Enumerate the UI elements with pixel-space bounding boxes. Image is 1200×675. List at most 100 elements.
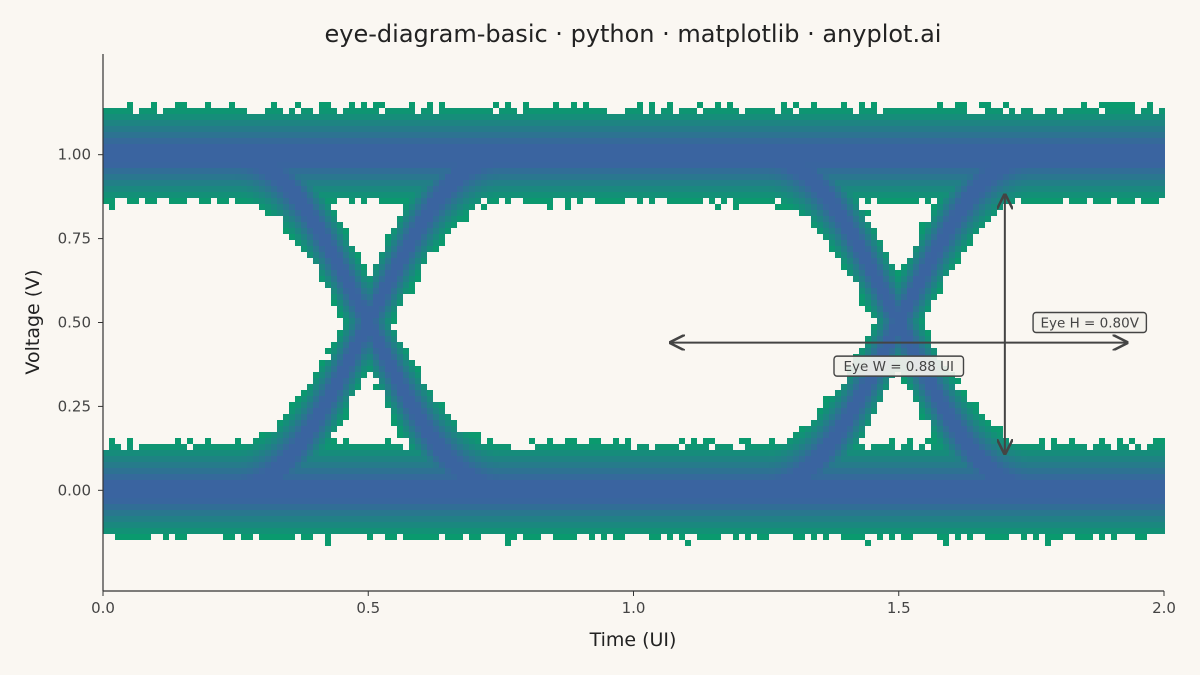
density-cell: [685, 468, 691, 474]
density-cell: [409, 456, 415, 462]
density-cell: [757, 462, 763, 468]
density-cell: [685, 498, 691, 504]
density-cell: [337, 234, 343, 240]
density-cell: [313, 204, 319, 210]
density-cell: [565, 468, 571, 474]
density-cell: [433, 168, 439, 174]
density-cell: [853, 234, 859, 240]
density-cell: [349, 528, 355, 534]
density-cell: [403, 522, 409, 528]
density-cell: [169, 444, 175, 450]
density-cell: [829, 174, 835, 180]
density-cell: [715, 456, 721, 462]
density-cell: [385, 246, 391, 252]
density-cell: [763, 468, 769, 474]
density-cell: [295, 234, 301, 240]
density-cell: [421, 408, 427, 414]
density-cell: [853, 174, 859, 180]
density-cell: [481, 444, 487, 450]
density-cell: [421, 396, 427, 402]
density-cell: [583, 114, 589, 120]
density-cell: [661, 168, 667, 174]
density-cell: [277, 156, 283, 162]
density-cell: [409, 366, 415, 372]
density-cell: [313, 474, 319, 480]
density-cell: [607, 498, 613, 504]
density-cell: [493, 474, 499, 480]
density-cell: [337, 480, 343, 486]
density-cell: [871, 456, 877, 462]
density-cell: [541, 108, 547, 114]
density-cell: [721, 162, 727, 168]
density-cell: [811, 132, 817, 138]
density-cell: [781, 192, 787, 198]
density-cell: [391, 420, 397, 426]
density-cell: [145, 486, 151, 492]
density-cell: [415, 216, 421, 222]
density-cell: [793, 102, 799, 108]
density-cell: [295, 156, 301, 162]
density-cell: [493, 450, 499, 456]
density-cell: [553, 450, 559, 456]
density-cell: [145, 132, 151, 138]
density-cell: [871, 234, 877, 240]
density-cell: [541, 510, 547, 516]
density-cell: [637, 150, 643, 156]
density-cell: [799, 486, 805, 492]
density-cell: [859, 132, 865, 138]
density-cell: [145, 522, 151, 528]
density-cell: [751, 522, 757, 528]
density-cell: [487, 474, 493, 480]
density-cell: [151, 186, 157, 192]
density-cell: [295, 414, 301, 420]
density-cell: [349, 504, 355, 510]
density-cell: [361, 516, 367, 522]
density-cell: [853, 426, 859, 432]
density-cell: [649, 486, 655, 492]
density-cell: [439, 468, 445, 474]
density-cell: [487, 138, 493, 144]
density-cell: [301, 450, 307, 456]
density-cell: [667, 144, 673, 150]
density-cell: [193, 150, 199, 156]
density-cell: [601, 516, 607, 522]
density-cell: [703, 492, 709, 498]
density-cell: [223, 492, 229, 498]
density-cell: [145, 126, 151, 132]
density-cell: [343, 240, 349, 246]
density-cell: [523, 162, 529, 168]
density-cell: [265, 504, 271, 510]
density-cell: [103, 174, 109, 180]
density-cell: [157, 138, 163, 144]
density-cell: [607, 474, 613, 480]
density-cell: [751, 156, 757, 162]
density-cell: [583, 120, 589, 126]
density-cell: [499, 468, 505, 474]
density-cell: [697, 522, 703, 528]
density-cell: [139, 132, 145, 138]
density-cell: [385, 438, 391, 444]
density-cell: [445, 486, 451, 492]
density-cell: [865, 222, 871, 228]
density-cell: [679, 522, 685, 528]
density-cell: [421, 468, 427, 474]
density-cell: [523, 504, 529, 510]
density-cell: [469, 126, 475, 132]
density-cell: [367, 342, 373, 348]
density-cell: [445, 114, 451, 120]
density-cell: [457, 462, 463, 468]
density-cell: [859, 252, 865, 258]
density-cell: [139, 510, 145, 516]
density-cell: [811, 450, 817, 456]
density-cell: [481, 510, 487, 516]
density-cell: [271, 468, 277, 474]
density-cell: [343, 486, 349, 492]
density-cell: [865, 420, 871, 426]
density-cell: [391, 318, 397, 324]
density-cell: [121, 498, 127, 504]
density-cell: [277, 534, 283, 540]
density-cell: [763, 444, 769, 450]
density-cell: [673, 114, 679, 120]
density-cell: [241, 162, 247, 168]
